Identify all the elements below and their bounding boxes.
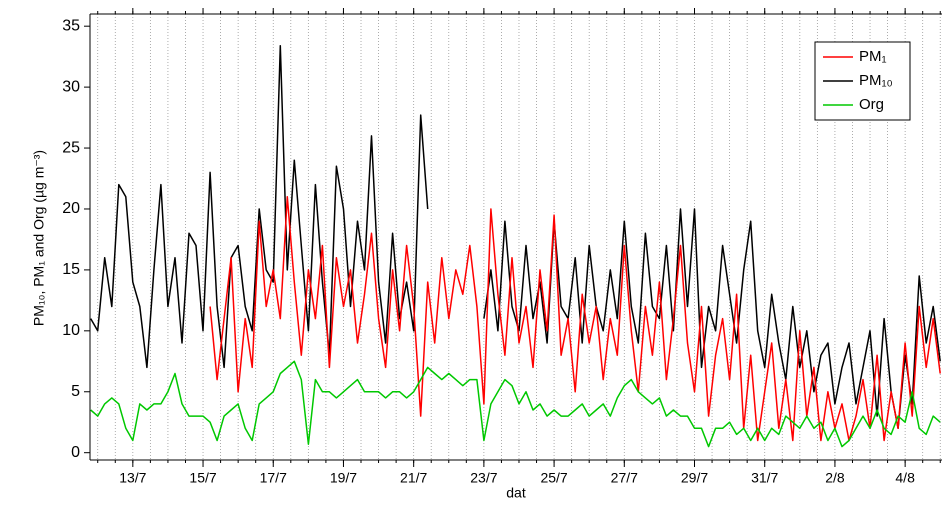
series-line [209,196,941,442]
y-tick-label: 25 [62,139,80,156]
legend-label: PM₁₀ [859,72,893,89]
x-tick-label: 25/7 [540,470,567,486]
x-tick-label: 23/7 [470,470,497,486]
x-tick-label: 29/7 [681,470,708,486]
x-axis-label: dat [506,485,526,500]
y-axis-label: PM₁₀, PM₁ and Org (µg m⁻³) [31,150,47,326]
x-tick-label: 4/8 [895,470,915,486]
y-tick-label: 30 [62,78,80,95]
y-tick-label: 35 [62,17,80,34]
y-tick-label: 10 [62,322,80,339]
series-line [90,44,941,430]
x-tick-label: 17/7 [260,470,287,486]
legend-label: PM₁ [859,48,887,65]
legend-label: Org [859,96,884,113]
x-tick-label: 2/8 [825,470,845,486]
y-tick-label: 0 [71,444,80,461]
y-tick-label: 5 [71,383,80,400]
x-tick-label: 27/7 [611,470,638,486]
x-tick-label: 15/7 [189,470,216,486]
y-tick-label: 15 [62,261,80,278]
x-tick-label: 19/7 [330,470,357,486]
x-tick-label: 13/7 [119,470,146,486]
y-tick-label: 20 [62,200,80,217]
x-tick-label: 31/7 [751,470,778,486]
series-line [90,360,941,448]
x-tick-label: 21/7 [400,470,427,486]
